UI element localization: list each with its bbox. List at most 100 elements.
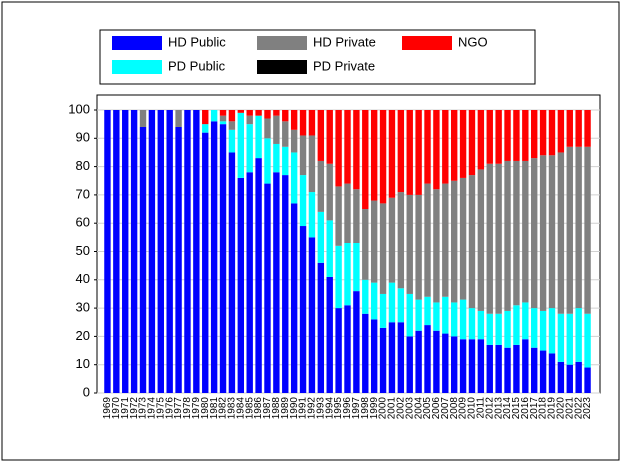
bar-segment	[273, 115, 280, 144]
bar-segment	[219, 115, 227, 122]
bar-segment	[486, 344, 493, 393]
bar-segment	[575, 361, 582, 393]
x-tick-label: 2019	[547, 397, 558, 420]
y-tick-label: 0	[83, 384, 90, 399]
bar-segment	[539, 155, 547, 311]
bar-segment	[566, 110, 573, 147]
bar-segment	[522, 110, 529, 161]
bar-segment	[459, 339, 467, 393]
legend-swatch	[257, 60, 307, 74]
bar-segment	[504, 347, 511, 393]
bar-segment	[219, 124, 227, 394]
bar-segment	[219, 121, 227, 125]
x-tick-label: 1992	[307, 397, 318, 420]
bar-segment	[255, 115, 262, 159]
bar-segment	[184, 110, 191, 393]
bar-segment	[557, 152, 565, 314]
legend-label: PD Private	[313, 58, 375, 73]
x-tick-label: 2007	[440, 397, 451, 420]
bar-segment	[282, 146, 289, 176]
bar-segment	[344, 183, 351, 244]
x-tick-label: 2005	[422, 397, 433, 420]
bar-segment	[273, 143, 280, 173]
x-tick-label: 2010	[467, 397, 478, 420]
x-tick-label: 2016	[520, 397, 531, 420]
bar-segment	[424, 110, 431, 184]
bar-segment	[522, 339, 529, 393]
bar-segment	[575, 308, 582, 362]
bar-segment	[522, 302, 529, 340]
bar-segment	[139, 110, 147, 127]
y-tick-label: 30	[76, 300, 90, 315]
bar-segment	[237, 112, 245, 178]
bar-segment	[388, 197, 396, 283]
bar-segment	[531, 110, 538, 159]
bar-segment	[246, 110, 253, 116]
x-tick-label: 2018	[538, 397, 549, 420]
bar-segment	[264, 183, 271, 393]
x-tick-label: 1997	[351, 397, 362, 420]
bar-segment	[450, 302, 458, 337]
bar-segment	[388, 322, 396, 393]
bar-segment	[584, 367, 591, 393]
bar-segment	[495, 163, 502, 314]
bar-segment	[370, 282, 378, 320]
bar-segment	[228, 152, 236, 393]
bar-segment	[290, 129, 298, 153]
bar-segment	[433, 302, 440, 331]
bar-segment	[388, 110, 396, 198]
x-tick-label: 1996	[342, 397, 353, 420]
bar-segment	[379, 327, 387, 393]
bar-segment	[513, 305, 520, 345]
legend-label: NGO	[458, 34, 488, 49]
x-tick-label: 1975	[155, 397, 166, 420]
x-tick-label: 1971	[120, 397, 131, 420]
x-tick-label: 1994	[324, 397, 335, 420]
bar-segment	[575, 146, 582, 309]
bar-segment	[308, 110, 316, 136]
x-tick-label: 1981	[209, 397, 220, 420]
bar-segment	[175, 126, 182, 393]
y-tick-label: 20	[76, 328, 90, 343]
bar-segment	[424, 183, 431, 297]
x-tick-label: 2012	[484, 397, 495, 420]
bar-segment	[539, 350, 547, 393]
x-tick-label: 1972	[129, 397, 140, 420]
bar-segment	[495, 344, 502, 393]
bar-segment	[459, 177, 467, 300]
bar-segment	[513, 344, 520, 393]
bar-segment	[442, 296, 449, 334]
bar-segment	[335, 308, 342, 393]
legend-swatch	[112, 60, 162, 74]
x-tick-label: 2006	[431, 397, 442, 420]
bar-segment	[370, 200, 378, 283]
x-tick-label: 2000	[378, 397, 389, 420]
bar-segment	[566, 146, 573, 314]
bar-segment	[308, 192, 316, 238]
bar-segment	[362, 279, 369, 314]
y-tick-label: 100	[68, 101, 90, 116]
bar-segment	[353, 189, 360, 244]
x-tick-label: 2003	[404, 397, 415, 420]
bar-segment	[433, 189, 440, 303]
bar-segment	[548, 110, 556, 156]
bar-segment	[353, 243, 360, 292]
bar-segment	[584, 146, 591, 314]
bar-segment	[450, 110, 458, 181]
bar-segment	[522, 160, 529, 303]
bar-segment	[344, 110, 351, 184]
bar-segment	[566, 364, 573, 393]
legend-label: HD Public	[168, 34, 226, 49]
legend-label: HD Private	[313, 34, 376, 49]
x-tick-label: 1983	[227, 397, 238, 420]
bar-segment	[175, 110, 182, 127]
x-tick-label: 1984	[235, 397, 246, 420]
x-tick-label: 2013	[493, 397, 504, 420]
bar-segment	[504, 160, 511, 311]
bar-segment	[282, 110, 289, 122]
bar-segment	[379, 203, 387, 294]
bar-segment	[468, 308, 476, 340]
bar-segment	[237, 177, 245, 393]
x-tick-label: 1998	[360, 397, 371, 420]
x-tick-label: 1991	[298, 397, 309, 420]
